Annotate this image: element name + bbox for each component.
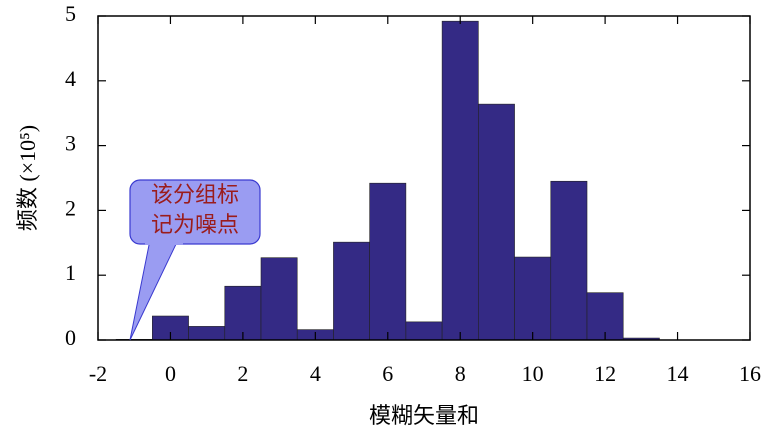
x-tick-label: 6 — [382, 361, 393, 386]
annotation-text: 该分组标 — [151, 182, 239, 207]
y-tick-label: 2 — [65, 195, 76, 220]
bar — [224, 285, 262, 341]
callout-joint — [145, 236, 183, 245]
x-tick-label: 10 — [522, 361, 544, 386]
bar — [514, 256, 552, 341]
y-tick-label: 3 — [65, 131, 76, 156]
x-tick-label: 12 — [594, 361, 616, 386]
annotation-text: 记为噪点 — [151, 212, 239, 237]
bar — [333, 241, 370, 341]
y-tick-label: 1 — [65, 260, 76, 285]
y-tick-label: 4 — [65, 66, 76, 91]
bar — [405, 321, 443, 341]
x-tick-label: 4 — [310, 361, 321, 386]
callout-box — [129, 179, 261, 245]
y-axis-label: 频数 (×10⁵) — [15, 125, 40, 231]
bar — [369, 182, 407, 341]
plot-frame — [97, 15, 751, 341]
annotation: 该分组标 记为噪点 — [129, 179, 261, 341]
bar — [441, 20, 479, 341]
bar — [478, 103, 515, 341]
x-tick-label: 16 — [739, 361, 761, 386]
x-tick-label: -2 — [89, 361, 107, 386]
bar — [260, 257, 298, 341]
x-tick-label: 0 — [165, 361, 176, 386]
x-tick-label: 2 — [237, 361, 248, 386]
bar — [550, 180, 588, 341]
bar — [188, 326, 226, 341]
y-tick-label: 5 — [65, 1, 76, 26]
y-tick-label: 0 — [65, 325, 76, 350]
x-tick-label: 8 — [455, 361, 466, 386]
x-tick-label: 14 — [667, 361, 689, 386]
x-axis-label: 模糊矢量和 — [369, 403, 479, 428]
